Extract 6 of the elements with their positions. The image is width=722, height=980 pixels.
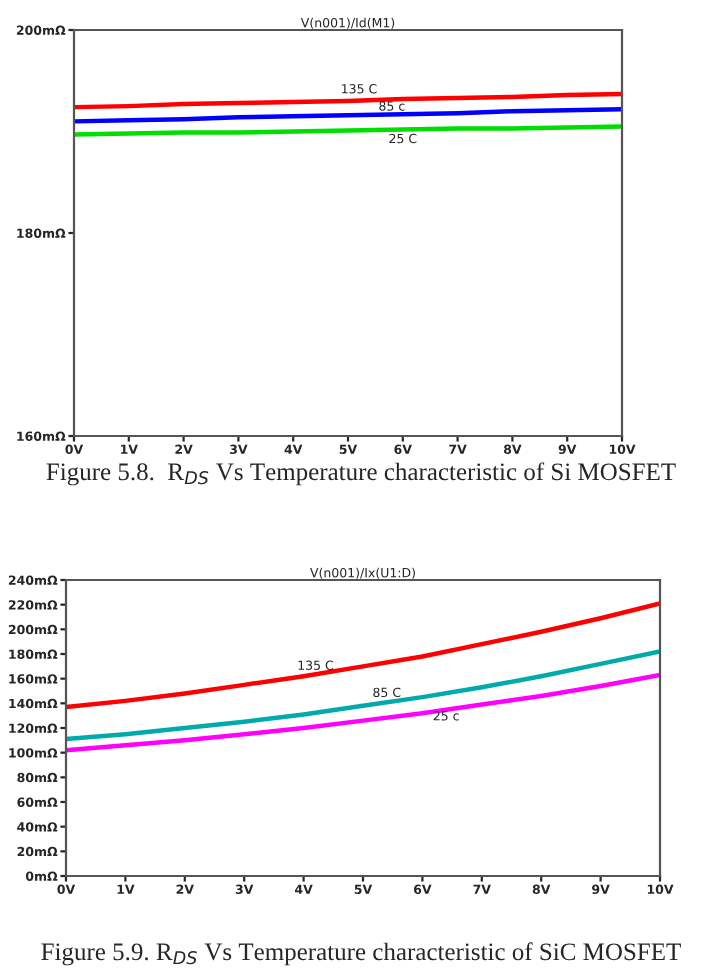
caption: Figure 5.8. R$_{DS}$ Vs Temperature characteristic of Si MOSFET <box>46 462 676 486</box>
line-series <box>66 672 660 753</box>
line-series <box>74 91 622 110</box>
caption: Figure 5.9. R$_{DS}$ Vs Temperature characteristic of SiC MOSFET <box>41 942 681 966</box>
line-series <box>66 649 660 742</box>
line-series <box>66 601 660 710</box>
